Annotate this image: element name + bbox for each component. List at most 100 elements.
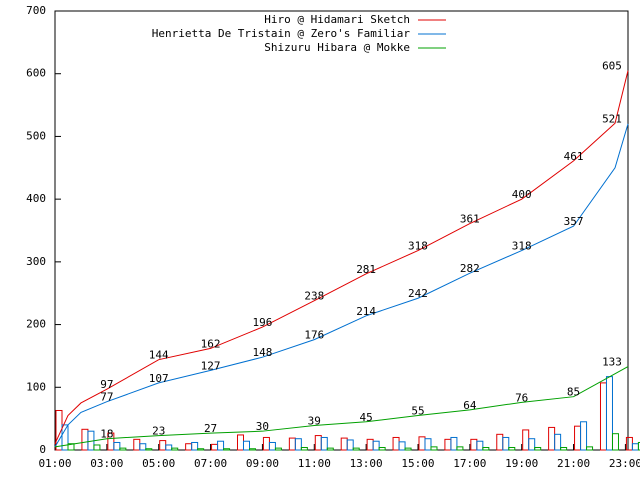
bar — [528, 438, 536, 451]
bar — [326, 447, 334, 451]
y-tick-label: 700 — [26, 4, 46, 17]
bar — [476, 440, 484, 451]
bar — [236, 434, 244, 451]
bar — [637, 441, 640, 451]
data-label: 357 — [564, 215, 584, 228]
bar — [197, 448, 205, 451]
x-tick-label: 13:00 — [350, 457, 383, 470]
bar — [398, 441, 406, 451]
bar — [159, 440, 167, 451]
bar — [605, 376, 613, 451]
bar — [430, 446, 438, 451]
data-label: 133 — [602, 356, 622, 369]
bar — [424, 438, 432, 451]
y-tick-label: 400 — [26, 192, 46, 205]
bar — [352, 447, 360, 451]
bar — [346, 439, 354, 451]
bar — [145, 448, 153, 451]
x-tick-label: 15:00 — [401, 457, 434, 470]
data-label: 144 — [149, 349, 169, 362]
data-label: 400 — [512, 188, 532, 201]
bar — [456, 446, 464, 451]
bar — [93, 444, 101, 451]
x-tick-label: 23:00 — [609, 457, 640, 470]
bar — [548, 426, 556, 451]
bar — [119, 447, 127, 451]
data-label: 238 — [304, 290, 324, 303]
bar — [191, 441, 199, 451]
bar — [107, 432, 115, 451]
bar — [320, 436, 328, 451]
bar — [274, 447, 282, 451]
bar — [502, 436, 510, 451]
bar — [631, 443, 639, 451]
data-label: 127 — [201, 359, 221, 372]
series-line — [54, 123, 629, 448]
data-label: 55 — [411, 405, 424, 418]
data-label: 214 — [356, 305, 376, 318]
bar — [586, 446, 594, 451]
series-line — [54, 366, 629, 448]
series-line — [54, 70, 629, 444]
y-tick-label: 200 — [26, 318, 46, 331]
data-label: 521 — [602, 112, 622, 125]
bar — [171, 447, 179, 451]
y-tick-label: 600 — [26, 67, 46, 80]
bar — [113, 441, 121, 451]
bar — [294, 438, 302, 451]
bar — [560, 446, 568, 451]
bar — [81, 428, 89, 451]
data-label: 77 — [100, 391, 113, 404]
bar — [288, 437, 296, 451]
y-tick-label: 100 — [26, 380, 46, 393]
bar — [450, 436, 458, 451]
bar — [508, 446, 516, 451]
data-label: 461 — [564, 150, 584, 163]
bar — [67, 443, 75, 451]
data-label: 148 — [252, 346, 272, 359]
legend-label: Hiro @ Hidamari Sketch — [264, 13, 410, 26]
bar — [599, 382, 607, 451]
data-label: 30 — [256, 420, 269, 433]
data-label: 23 — [152, 425, 165, 438]
bar — [139, 443, 147, 451]
x-tick-label: 11:00 — [298, 457, 331, 470]
x-tick-label: 09:00 — [246, 457, 279, 470]
x-tick-label: 03:00 — [90, 457, 123, 470]
data-label: 64 — [463, 399, 477, 412]
bar — [554, 433, 562, 451]
x-tick-label: 05:00 — [142, 457, 175, 470]
data-label: 107 — [149, 372, 169, 385]
x-tick-label: 21:00 — [557, 457, 590, 470]
bar — [248, 448, 256, 451]
x-tick-label: 19:00 — [505, 457, 538, 470]
bar — [217, 440, 225, 451]
bar — [611, 433, 619, 451]
bar — [300, 446, 308, 451]
data-label: 27 — [204, 422, 217, 435]
bar — [185, 443, 193, 451]
data-label: 281 — [356, 263, 376, 276]
bar — [262, 436, 270, 451]
bar — [211, 443, 219, 451]
data-label: 242 — [408, 287, 428, 300]
bar — [61, 424, 69, 451]
data-label: 196 — [252, 316, 272, 329]
data-label: 176 — [304, 329, 324, 342]
data-label: 605 — [602, 60, 622, 73]
bar — [418, 436, 426, 451]
bar — [340, 437, 348, 451]
data-label: 318 — [408, 240, 428, 253]
legend-label: Shizuru Hibara @ Mokke — [264, 41, 410, 54]
data-label: 18 — [100, 428, 113, 441]
bar — [522, 429, 530, 451]
data-label: 361 — [460, 213, 480, 226]
bar — [482, 446, 490, 451]
data-label: 39 — [308, 415, 321, 428]
x-tick-label: 01:00 — [38, 457, 71, 470]
bar — [366, 438, 374, 451]
data-label: 97 — [100, 378, 113, 391]
bar — [496, 433, 504, 451]
data-label: 318 — [512, 240, 532, 253]
